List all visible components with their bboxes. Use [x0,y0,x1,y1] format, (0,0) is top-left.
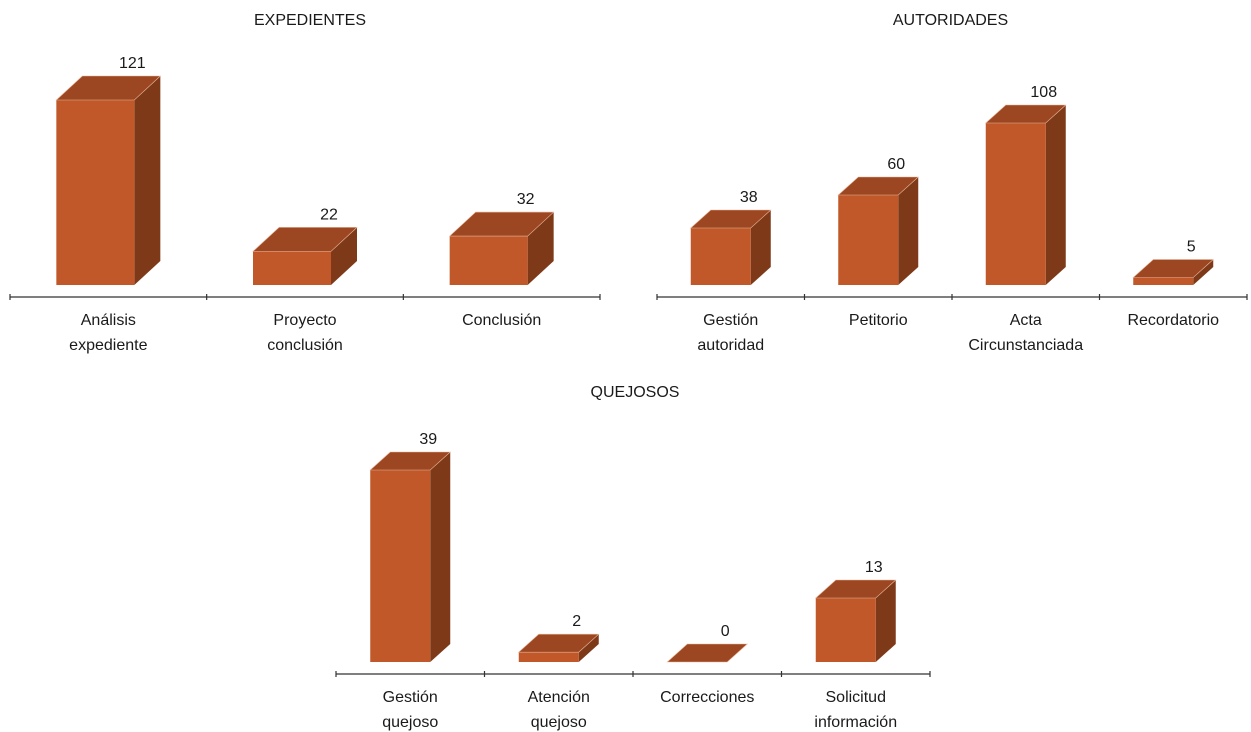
bar-front [518,652,579,662]
bar-side [578,634,599,662]
x-tick-label: quejoso [531,714,587,731]
bar [55,75,162,285]
bar-front [1133,277,1194,285]
chart-plot: 39 Gestión quejoso 2 Atención quejoso 0 Correcc… [335,431,931,731]
x-tick-label: Atención [528,689,590,706]
bar-front [838,195,899,285]
chart-title: EXPEDIENTES [253,12,367,29]
x-tick-label: Gestión [383,689,438,706]
bar [448,211,555,285]
chart-plot: 121 Análisis expediente 22 Proyecto conclusió… [9,55,601,354]
bar [369,451,452,662]
bar-top [448,211,555,237]
bar-top [517,633,600,653]
bar-side [875,580,896,662]
bar-side [1193,259,1214,285]
data-label: 5 [1187,239,1196,256]
data-label: 121 [119,55,146,72]
bar-top [252,227,358,252]
bar [666,643,749,663]
chart-autoridades: AUTORIDADES 38 Gestión autoridad 60 Petitori… [650,0,1251,390]
chart-title: AUTORIDADES [892,12,1009,29]
data-label: 0 [721,623,730,640]
bar-side [750,210,771,285]
bar [252,227,358,285]
chart-title: QUEJOSOS [590,384,680,401]
x-tick-label: conclusión [267,337,343,354]
bar-side [1045,105,1066,285]
chart-quejosos: QUEJOSOS 39 Gestión quejoso 2 Atención quejos… [330,384,940,732]
bar [837,176,920,285]
x-tick-label: Análisis [81,312,136,329]
x-tick-label: Correcciones [660,689,754,706]
bar-top [837,176,920,196]
x-tick-label: Recordatorio [1127,312,1219,329]
data-label: 2 [572,613,581,630]
x-tick-label: información [814,714,897,731]
x-tick-label: Acta [1010,312,1042,329]
bar-side [134,76,161,285]
x-tick-label: Solicitud [826,689,886,706]
bar-front [253,251,331,285]
x-tick-label: autoridad [697,337,764,354]
bar-top [984,104,1067,124]
data-label: 13 [865,559,883,576]
bar-side [331,227,357,285]
data-label: 108 [1030,84,1057,101]
bar-side [898,177,919,285]
data-label: 60 [887,156,905,173]
chart-expedientes: EXPEDIENTES 121 Análisis expediente 22 Proye… [0,0,620,390]
x-tick-label: Proyecto [273,312,336,329]
bar [689,209,772,285]
x-tick-label: Circunstanciada [968,337,1083,354]
bar [984,104,1067,285]
bar-front [985,123,1046,285]
bar-side [430,452,451,662]
data-label: 22 [320,206,338,223]
bar [814,579,897,662]
data-label: 38 [740,189,758,206]
bar [517,633,600,662]
data-label: 39 [419,431,437,448]
x-tick-label: Gestión [703,312,758,329]
data-label: 32 [517,191,535,208]
chart-plot: 38 Gestión autoridad 60 Petitorio 108 Acta Circ… [656,84,1248,354]
bar-top [55,75,162,101]
bar-top [1132,259,1215,278]
bar-front [815,598,876,662]
x-tick-label: Conclusión [462,312,541,329]
x-tick-label: Petitorio [849,312,908,329]
bar-top [666,643,749,663]
x-tick-label: expediente [69,337,147,354]
bar-front [370,470,431,662]
bar-top [814,579,897,599]
bar-top [689,209,772,229]
bar-front [56,100,135,285]
x-tick-label: quejoso [382,714,438,731]
bar-front [449,236,528,285]
bar [1132,259,1215,285]
bar-front [690,228,751,285]
bar-top [369,451,452,471]
